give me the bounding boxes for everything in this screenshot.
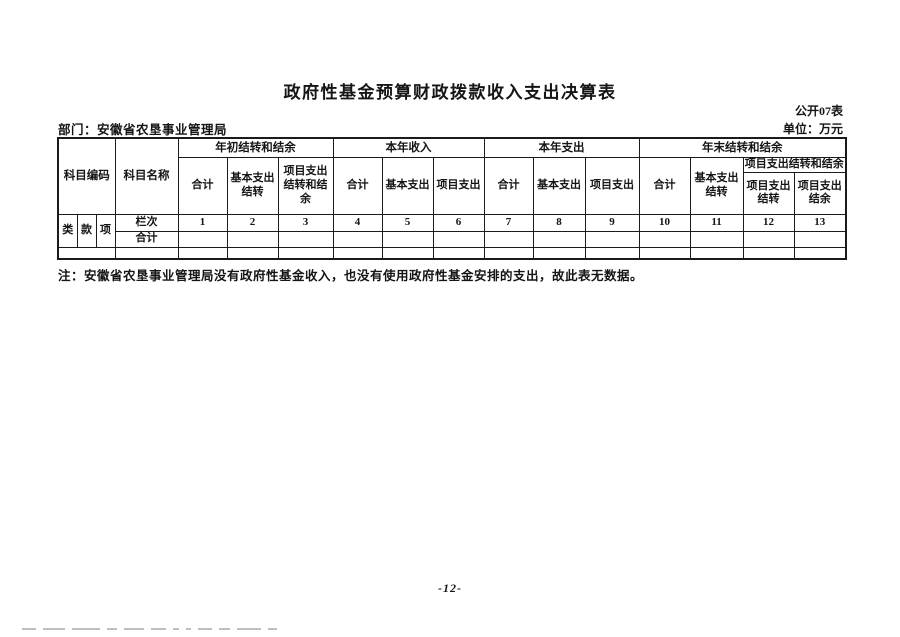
fund-budget-table: 科目编码 科目名称 年初结转和结余 本年收入 本年支出 年末结转和结余 合计 基… — [57, 137, 848, 260]
header-group-current-expense: 本年支出 — [483, 137, 640, 158]
header-col-7: 合计 — [483, 157, 534, 215]
code-col-class: 类 — [57, 213, 78, 248]
header-group-closing-balance: 年末结转和结余 — [638, 137, 847, 158]
table-code: 公开07表 — [794, 104, 843, 118]
header-subgroup-project-balance: 项目支出结转和结余 — [742, 157, 847, 173]
total-value-3 — [277, 230, 334, 248]
empty-code-cell — [57, 246, 116, 260]
total-value-5 — [381, 230, 434, 248]
total-label: 合计 — [114, 230, 179, 248]
header-col-9: 项目支出 — [584, 157, 640, 215]
lanci-11: 11 — [689, 213, 744, 232]
total-value-10 — [638, 230, 691, 248]
empty-value-8 — [532, 246, 586, 260]
header-subcol-row: 合计 基本支出结转 项目支出结转和结余 合计 基本支出 项目支出 合计 基本支出… — [58, 157, 847, 215]
lanci-6: 6 — [432, 213, 485, 232]
lanci-label: 栏次 — [114, 213, 179, 232]
header-col-13: 项目支出结余 — [793, 171, 847, 215]
header-col-11: 基本支出结转 — [689, 157, 744, 215]
total-value-1 — [177, 230, 228, 248]
lanci-7: 7 — [483, 213, 534, 232]
empty-value-12 — [742, 246, 795, 260]
header-col-1: 合计 — [177, 157, 228, 215]
empty-row — [57, 246, 847, 260]
header-col-5: 基本支出 — [381, 157, 434, 215]
total-value-13 — [793, 230, 847, 248]
department-line: 部门：安徽省农垦事业管理局 — [58, 123, 228, 137]
empty-value-7 — [483, 246, 534, 260]
header-col-10: 合计 — [638, 157, 691, 215]
empty-name-cell — [114, 246, 179, 260]
total-value-4 — [332, 230, 383, 248]
lanci-3: 3 — [277, 213, 334, 232]
total-value-12 — [742, 230, 795, 248]
empty-value-11 — [689, 246, 744, 260]
header-col-2: 基本支出结转 — [226, 157, 279, 215]
lanci-9: 9 — [584, 213, 640, 232]
header-col-6: 项目支出 — [432, 157, 485, 215]
page-number: -12- — [438, 581, 462, 595]
lanci-8: 8 — [532, 213, 586, 232]
column-index-row: 类 款 项 栏次 1 2 3 4 5 6 7 8 9 10 11 12 13 — [57, 213, 847, 248]
empty-value-6 — [432, 246, 485, 260]
header-col-3: 项目支出结转和结余 — [277, 157, 334, 215]
total-value-8 — [532, 230, 586, 248]
empty-value-3 — [277, 246, 334, 260]
header-col-8: 基本支出 — [532, 157, 586, 215]
table-note: 注：安徽省农垦事业管理局没有政府性基金收入，也没有使用政府性基金安排的支出，故此… — [58, 269, 644, 283]
lanci-12: 12 — [742, 213, 795, 232]
header-group-row: 科目编码 科目名称 年初结转和结余 本年收入 本年支出 年末结转和结余 — [57, 137, 847, 215]
lanci-13: 13 — [793, 213, 847, 232]
code-col-item: 项 — [95, 213, 116, 248]
scan-artifacts — [22, 628, 277, 630]
page-title: 政府性基金预算财政拨款收入支出决算表 — [283, 83, 617, 102]
lanci-10: 10 — [638, 213, 691, 232]
total-value-9 — [584, 230, 640, 248]
lanci-5: 5 — [381, 213, 434, 232]
lanci-2: 2 — [226, 213, 279, 232]
total-value-11 — [689, 230, 744, 248]
header-subject-name: 科目名称 — [114, 137, 179, 215]
lanci-4: 4 — [332, 213, 383, 232]
header-col-12: 项目支出结转 — [742, 171, 795, 215]
header-group-current-income: 本年收入 — [332, 137, 485, 158]
empty-value-4 — [332, 246, 383, 260]
total-value-6 — [432, 230, 485, 248]
code-col-section: 款 — [76, 213, 97, 248]
header-subject-code: 科目编码 — [57, 137, 116, 215]
header-subgroup-row: 项目支出结转 项目支出结余 — [58, 171, 847, 215]
header-group-opening-balance: 年初结转和结余 — [177, 137, 334, 158]
unit-label: 单位：万元 — [782, 122, 843, 136]
empty-value-13 — [793, 246, 847, 260]
empty-value-10 — [638, 246, 691, 260]
empty-value-1 — [177, 246, 228, 260]
total-row: 合计 — [58, 230, 847, 248]
total-value-7 — [483, 230, 534, 248]
header-col-4: 合计 — [332, 157, 383, 215]
empty-value-2 — [226, 246, 279, 260]
empty-value-5 — [381, 246, 434, 260]
empty-value-9 — [584, 246, 640, 260]
total-value-2 — [226, 230, 279, 248]
lanci-1: 1 — [177, 213, 228, 232]
